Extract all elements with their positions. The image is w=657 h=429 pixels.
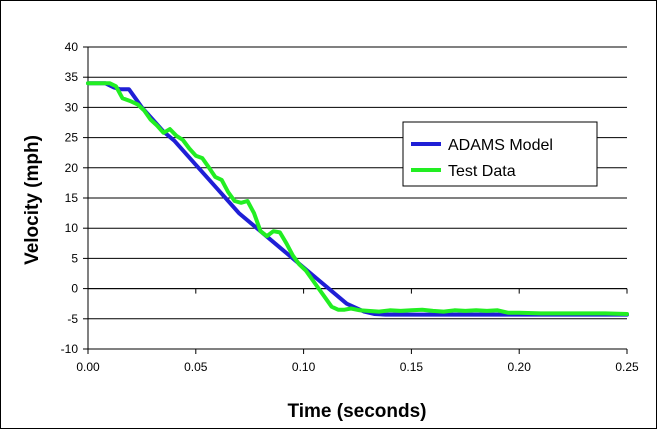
axes [83,46,628,354]
series-lines [86,81,629,317]
x-tick-label: 0.10 [292,360,316,374]
legend-label-adams-model: ADAMS Model [448,137,553,154]
x-tick-label: 0.20 [508,360,532,374]
y-tick-label: 30 [65,100,79,114]
y-tick-label: 0 [71,282,78,296]
series-line-adams-model [86,81,629,317]
series-line-test-data [86,81,629,316]
y-tick-labels: -10 -5 0 5 10 15 20 25 30 35 40 [61,40,79,356]
y-tick-label: 35 [65,70,79,84]
x-tick-label: 0.05 [184,360,208,374]
y-tick-label: 25 [65,131,79,145]
y-axis-title: Velocity (mph) [22,135,43,265]
x-tick-label: 0.00 [76,360,100,374]
y-tick-label: -5 [67,312,78,326]
legend-label-test-data: Test Data [448,163,516,180]
y-tick-label: 5 [71,251,78,265]
y-tick-label: 15 [65,191,79,205]
x-tick-label: 0.25 [615,360,639,374]
y-tick-label: -10 [61,342,79,356]
legend-box [402,121,598,187]
y-tick-label: 20 [65,161,79,175]
legend: ADAMS Model Test Data [402,121,598,187]
y-tick-label: 10 [65,221,79,235]
x-tick-label: 0.15 [400,360,424,374]
x-axis-title: Time (seconds) [287,401,426,422]
x-tick-labels: 0.00 0.05 0.10 0.15 0.20 0.25 [76,360,639,374]
y-tick-label: 40 [65,40,79,54]
